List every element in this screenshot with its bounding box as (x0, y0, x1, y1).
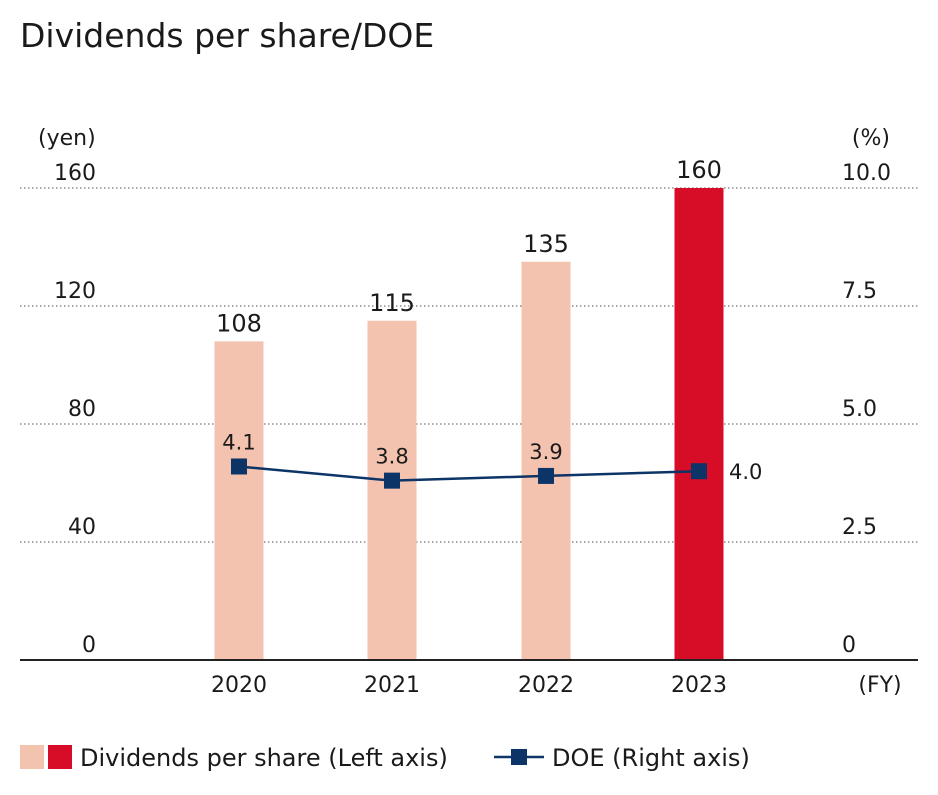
legend-label-dividends: Dividends per share (Left axis) (80, 744, 448, 772)
x-tick-label: 2020 (211, 673, 267, 698)
left-tick-label: 120 (54, 279, 96, 304)
left-tick-label: 160 (54, 161, 96, 186)
bar-value-label: 115 (369, 289, 415, 317)
legend-swatch-pink (20, 745, 44, 769)
chart-title: Dividends per share/DOE (20, 16, 434, 55)
right-tick-label: 7.5 (842, 279, 877, 304)
doe-value-label: 3.9 (529, 440, 562, 464)
x-tick-label: 2021 (364, 673, 420, 698)
doe-value-label: 3.8 (375, 445, 408, 469)
bar-2022 (521, 261, 571, 660)
x-tick-label: 2022 (518, 673, 574, 698)
bar-2020 (214, 341, 264, 660)
bar-value-label: 135 (523, 230, 569, 258)
doe-marker-2023 (691, 463, 707, 480)
doe-marker-2021 (384, 472, 400, 489)
left-tick-label: 80 (68, 397, 96, 422)
right-tick-label: 10.0 (842, 161, 891, 186)
right-tick-label: 5.0 (842, 397, 877, 422)
doe-value-label: 4.0 (729, 460, 762, 484)
bar-value-label: 160 (676, 156, 722, 184)
legend-marker-doe (511, 749, 527, 765)
x-axis-unit: (FY) (858, 673, 901, 698)
left-tick-label: 40 (68, 515, 96, 540)
right-axis-unit: (%) (852, 126, 890, 151)
right-tick-label: 0 (842, 633, 856, 658)
right-tick-label: 2.5 (842, 515, 877, 540)
doe-value-label: 4.1 (222, 430, 255, 454)
legend-swatch-red (48, 745, 72, 769)
legend: Dividends per share (Left axis) DOE (Righ… (20, 744, 750, 772)
doe-marker-2020 (231, 458, 247, 475)
x-tick-label: 2023 (671, 673, 727, 698)
left-tick-label: 0 (82, 633, 96, 658)
left-axis-unit: (yen) (38, 126, 96, 151)
bar-value-label: 108 (216, 309, 262, 337)
doe-marker-2022 (538, 467, 554, 484)
bar-2023 (674, 188, 724, 660)
bar-2021 (367, 320, 417, 660)
legend-label-doe: DOE (Right axis) (552, 744, 750, 772)
doe-line (238, 465, 700, 482)
